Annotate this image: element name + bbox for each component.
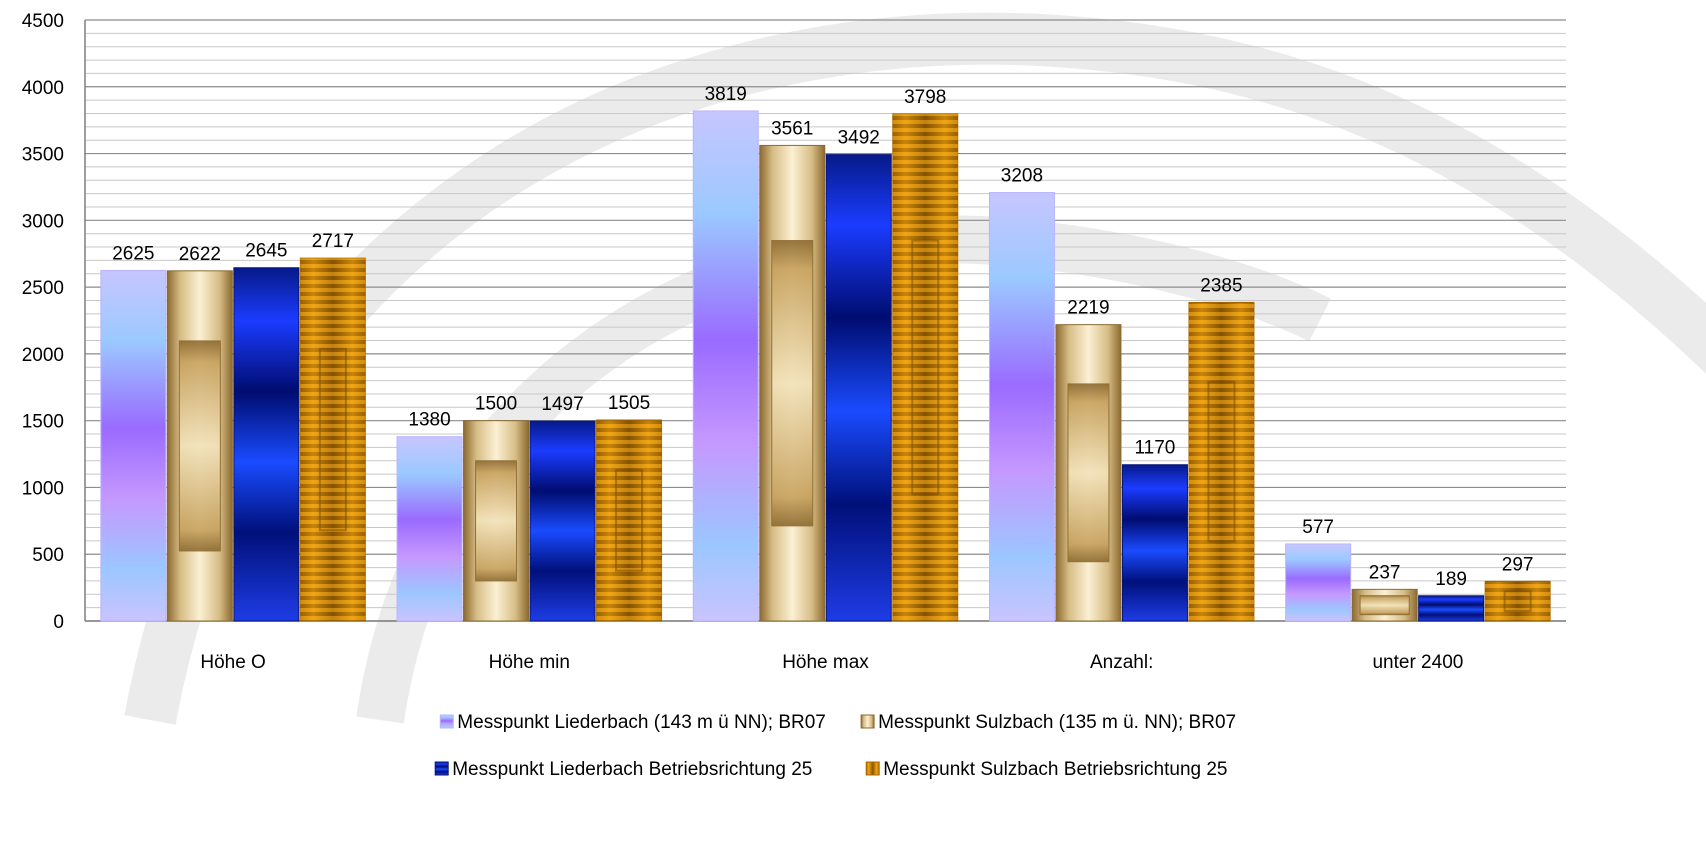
data-label: 2385 [1200,275,1242,296]
bar-texture-inner-panel [475,460,518,582]
x-axis-category-labels: Höhe O Höhe min Höhe max Anzahl: unter 2400 [200,652,1463,673]
bar-texture-frame [911,239,940,496]
bar-series-1 [1285,543,1352,622]
bar-texture-inner-panel [178,340,221,552]
data-label: 1497 [541,394,583,415]
x-category-label: Höhe O [200,652,265,673]
bar-texture-frame [615,469,644,572]
legend-swatch-series-4 [865,761,880,776]
data-label: 297 [1502,554,1534,575]
y-tick-label: 2500 [22,278,64,299]
y-axis-tick-labels: 0 500 1000 1500 2000 2500 3000 3500 4000 4500 [22,11,64,633]
bar-texture-stripes [1188,302,1254,621]
data-label: 1170 [1135,438,1176,459]
legend-swatch-series-3 [434,761,449,776]
bar-texture-stripes [1485,581,1551,621]
legend-label-series-1: Messpunkt Liederbach (143 m ü NN); BR07 [457,712,826,733]
bar-texture-frame [1503,590,1532,613]
x-category-label: Höhe max [782,652,869,673]
bar-texture-frame [1207,381,1236,543]
data-label: 3208 [1001,166,1043,187]
bar-texture-inner-panel [1067,383,1110,563]
y-tick-label: 3500 [22,145,64,166]
bar-series-3 [529,420,596,622]
bar-texture-frame [318,347,347,532]
bar-series-1 [396,436,463,622]
legend-label-series-2: Messpunkt Sulzbach (135 m ü. NN); BR07 [878,712,1236,733]
data-label: 577 [1302,517,1334,538]
y-tick-label: 0 [53,612,64,633]
bar-series-3 [233,267,300,622]
bar-series-3 [1121,464,1188,622]
bar-texture-stripes [300,258,366,621]
bars [100,110,1551,622]
x-category-label: Höhe min [489,652,570,673]
data-label: 237 [1369,562,1401,583]
y-tick-label: 4000 [22,78,64,99]
data-label: 2717 [312,231,354,252]
legend-swatch-series-1 [439,714,454,729]
data-label: 189 [1435,569,1467,590]
data-label: 3798 [904,87,946,108]
data-label: 3819 [705,84,747,105]
bar-series-1 [692,110,759,622]
x-category-label: Anzahl: [1090,652,1153,673]
data-label: 1380 [408,410,450,431]
data-label: 2219 [1067,298,1109,319]
y-tick-label: 1000 [22,478,64,499]
x-category-label: unter 2400 [1372,652,1463,673]
y-tick-label: 3000 [22,211,64,232]
legend-label-series-4: Messpunkt Sulzbach Betriebsrichtung 25 [883,759,1227,780]
bar-texture-stripes [596,419,662,621]
bar-series-3 [1418,595,1485,622]
legend: Messpunkt Liederbach (143 m ü NN); BR07 M… [434,712,1236,780]
legend-label-series-3: Messpunkt Liederbach Betriebsrichtung 25 [452,759,812,780]
data-label: 2645 [245,241,287,262]
y-tick-label: 2000 [22,345,64,366]
data-label: 1500 [475,394,517,415]
bar-texture-inner-panel [1359,595,1410,616]
y-tick-label: 1500 [22,412,64,433]
data-label: 3492 [838,128,880,149]
bar-series-1 [100,269,167,622]
data-label: 2625 [112,243,154,264]
y-tick-label: 4500 [22,11,64,32]
data-label: 2622 [179,244,221,265]
bar-series-3 [825,154,892,622]
y-tick-label: 500 [32,545,64,566]
data-label: 1505 [608,393,650,414]
bar-texture-stripes [892,113,958,622]
data-label: 3561 [771,118,813,139]
bar-texture-inner-panel [771,240,814,527]
legend-swatch-series-2 [860,714,875,729]
bar-series-1 [988,192,1055,622]
data-labels: 2625 2622 2645 2717 1380 1500 1497 1505 3819 3561… [112,84,1533,590]
